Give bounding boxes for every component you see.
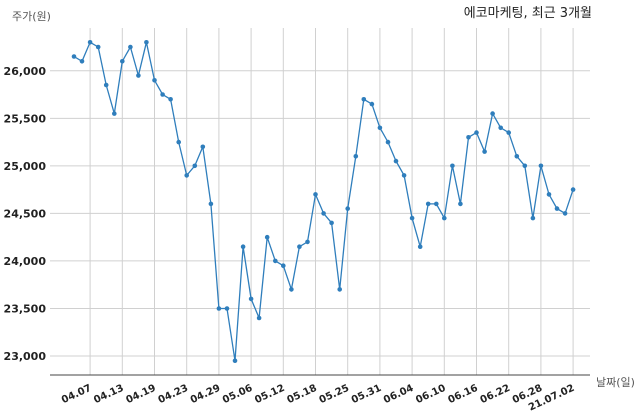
data-point (546, 192, 552, 197)
data-point (208, 201, 214, 207)
x-tick-label: 04.07 (60, 383, 93, 406)
series-line (73, 41, 574, 361)
data-point (168, 97, 173, 102)
data-point (506, 130, 512, 135)
data-point (498, 125, 504, 131)
y-tick-label: 23,500 (4, 302, 47, 315)
x-tick-label: 05.25 (318, 383, 351, 406)
data-point (425, 201, 431, 207)
data-point (442, 215, 447, 221)
data-point (95, 44, 101, 50)
x-tick-label: 05.18 (285, 383, 318, 406)
data-point (530, 215, 536, 221)
data-point (361, 97, 367, 102)
data-point (450, 163, 455, 169)
data-point (103, 82, 109, 88)
data-point (345, 206, 351, 211)
data-point (321, 211, 326, 216)
data-point (297, 244, 302, 249)
x-tick-label: 06.22 (479, 383, 512, 406)
data-point (514, 154, 520, 159)
x-tick-label: 04.19 (124, 383, 157, 406)
data-point (313, 192, 318, 197)
data-point (409, 215, 415, 221)
data-point (474, 130, 479, 135)
data-point (273, 258, 278, 264)
data-point (482, 149, 487, 154)
data-point (417, 244, 423, 249)
data-point (369, 101, 375, 107)
data-point (562, 211, 568, 216)
data-point (120, 59, 125, 64)
x-tick-label: 06.16 (446, 383, 479, 406)
data-point (192, 163, 198, 169)
data-point (377, 125, 383, 131)
data-point (144, 40, 149, 45)
data-point (337, 287, 343, 292)
data-point (554, 206, 560, 211)
y-axis-label: 주가(원) (12, 10, 51, 23)
data-point (112, 111, 117, 116)
data-point (570, 187, 576, 192)
grid-lines (50, 28, 590, 375)
data-point (248, 296, 254, 302)
data-point (305, 239, 310, 245)
x-tick-label: 06.04 (382, 383, 415, 406)
data-point (87, 40, 93, 45)
data-point (128, 44, 133, 50)
data-point (176, 139, 181, 145)
x-tick-label: 04.23 (157, 383, 190, 406)
data-point (289, 287, 294, 292)
data-point (490, 111, 495, 116)
data-point (79, 59, 85, 64)
data-point (329, 220, 334, 226)
data-point (281, 263, 286, 269)
data-point (200, 144, 206, 150)
y-tick-label: 25,500 (4, 112, 47, 125)
data-point (264, 234, 270, 240)
data-point (256, 315, 262, 321)
x-tick-label: 06.10 (414, 383, 447, 406)
data-point (216, 306, 222, 311)
y-tick-label: 23,000 (4, 350, 47, 363)
y-tick-label: 24,000 (4, 255, 47, 268)
data-points (71, 40, 576, 364)
data-point (152, 78, 157, 83)
data-point (522, 163, 528, 169)
data-point (401, 173, 407, 178)
data-point (160, 92, 165, 97)
y-tick-label: 26,000 (4, 65, 47, 78)
data-point (240, 244, 246, 249)
x-tick-label: 05.06 (221, 383, 254, 406)
data-point (538, 163, 544, 169)
x-tick-labels: 04.0704.1304.1904.2304.2905.0605.1205.18… (60, 383, 576, 414)
x-tick-label: 04.13 (92, 383, 125, 406)
data-point (224, 306, 230, 311)
data-point (232, 358, 238, 364)
data-point (466, 135, 471, 140)
y-tick-labels: 23,000 23,500 24,000 24,500 25,000 25,500 26,0… (4, 65, 47, 363)
x-tick-label: 04.29 (189, 383, 222, 406)
y-tick-label: 25,000 (4, 160, 47, 173)
data-point (184, 173, 189, 178)
data-point (458, 201, 463, 207)
data-point (434, 201, 439, 207)
data-point (353, 154, 359, 159)
data-point (71, 54, 77, 59)
data-point (136, 73, 141, 78)
chart-title: 에코마케팅, 최근 3개월 (464, 6, 592, 21)
y-tick-label: 24,500 (4, 207, 47, 220)
x-tick-label: 05.31 (350, 383, 383, 406)
x-axis-label: 날짜(일) (596, 375, 635, 389)
data-point (393, 158, 399, 164)
x-tick-label: 05.12 (253, 383, 286, 406)
data-point (385, 139, 391, 145)
